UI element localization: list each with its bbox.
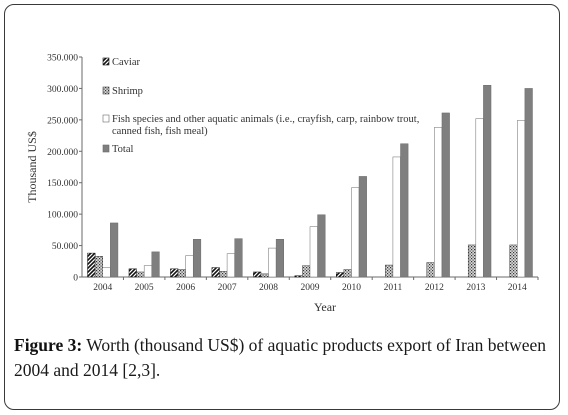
bar-total-2009 [317,214,326,278]
bar-shrimp-2006 [177,269,186,278]
bar-caviar-2007 [211,267,220,278]
bar-total-2011 [400,143,409,278]
y-tick-label: 50.000 [52,242,78,252]
bar-chart: 0 50.000 100.000 150.000 200.000 250.000 300.0… [25,54,539,314]
bar-caviar-2008 [253,271,262,278]
x-tick-label: 2006 [176,283,195,293]
x-tick-label: 2013 [466,283,485,293]
x-tick-label: 2012 [425,283,444,293]
x-tick-label: 2014 [508,283,527,293]
legend-label: Caviar [112,57,140,68]
legend: Caviar Shrimp Fish species and other aquat… [102,57,419,155]
x-tick-label: 2010 [342,283,361,293]
y-tick-label: 100.000 [47,211,78,221]
bar-total-2012 [441,112,450,278]
bar-caviar-2009 [294,275,303,278]
y-tick-label: 200.000 [47,148,78,158]
bar-total-2014 [524,88,533,278]
y-axis-title: Thousand US$ [25,131,39,203]
legend-label: Fish species and other aquatic animals (… [112,114,419,137]
legend-label: Total [112,144,134,155]
bar-fish-2005 [143,265,153,278]
bar-total-2004 [110,222,119,278]
x-axis-title: Year [314,300,336,314]
x-tick-label: 2005 [135,283,154,293]
bar-shrimp-2011 [385,264,394,278]
bar-shrimp-2014 [509,244,518,278]
bars [87,85,533,278]
bar-fish-2009 [309,226,318,278]
y-tick-label: 150.000 [47,179,78,189]
bar-total-2008 [275,239,284,278]
bar-fish-2004 [102,267,111,278]
bar-caviar-2010 [336,272,345,278]
bar-shrimp-2007 [219,271,228,278]
bar-shrimp-2004 [94,256,103,278]
bar-fish-2010 [351,187,360,278]
y-tick-label: 300.000 [47,85,78,95]
bar-shrimp-2010 [343,269,352,278]
bar-shrimp-2013 [467,244,477,278]
bar-shrimp-2008 [260,273,269,278]
x-tick-label: 2008 [259,283,278,293]
bar-caviar-2006 [170,268,179,278]
bar-fish-2012 [434,127,443,278]
legend-swatch [102,57,110,66]
bar-fish-2013 [475,118,484,278]
bar-shrimp-2005 [136,271,145,278]
figure-caption: Figure 3: Worth (thousand US$) of aquati… [14,333,559,383]
bar-total-2007 [234,238,243,278]
bar-fish-2007 [226,253,235,278]
bar-total-2005 [151,251,160,278]
x-tick-label: 2009 [301,283,320,293]
x-tick-label: 2004 [93,283,112,293]
legend-label: Shrimp [112,86,143,97]
y-tick-label: 0 [73,274,78,284]
bar-shrimp-2012 [426,262,435,278]
legend-swatch [102,86,110,95]
bar-caviar-2004 [87,252,96,278]
bar-fish-2006 [185,255,194,278]
bar-shrimp-2009 [302,265,311,278]
y-tick-label: 250.000 [47,116,78,126]
caption-text: Worth (thousand US$) of aquatic products… [14,335,547,380]
bar-total-2013 [483,85,492,278]
bar-fish-2011 [392,156,401,278]
figure-frame [4,4,560,410]
bar-fish-2008 [268,247,277,278]
legend-swatch [102,144,110,153]
y-tick-label: 350.000 [47,54,78,64]
bar-caviar-2005 [128,268,137,278]
caption-label: Figure 3: [14,335,83,355]
x-tick-label: 2011 [384,283,403,293]
legend-swatch [102,114,110,123]
bar-total-2010 [358,176,367,278]
bar-total-2006 [192,239,202,278]
x-tick-label: 2007 [218,283,237,293]
bar-fish-2014 [517,120,526,278]
